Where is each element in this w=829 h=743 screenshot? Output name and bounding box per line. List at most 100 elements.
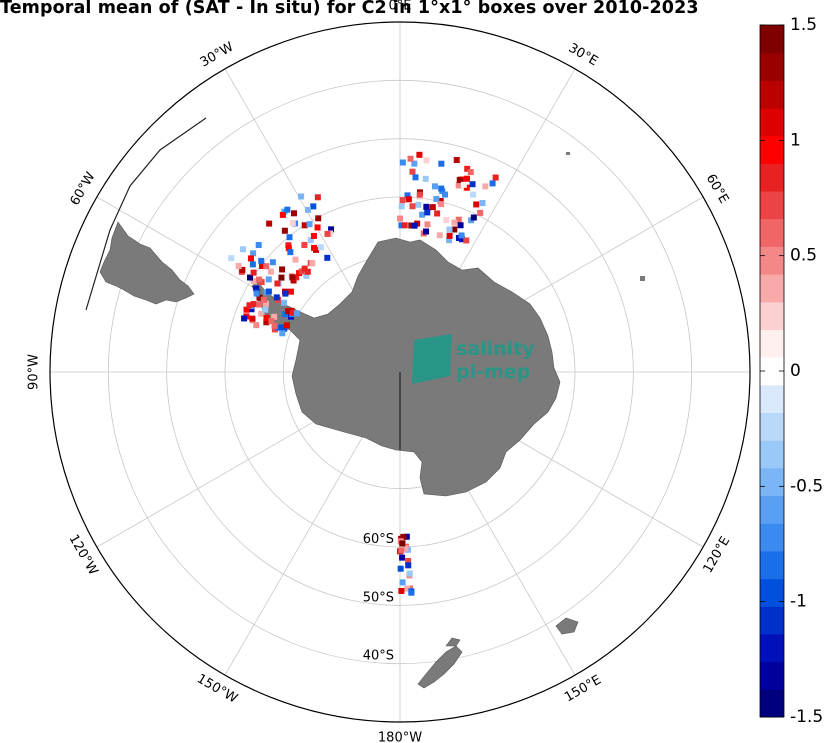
data-cell: [292, 256, 299, 263]
colorbar-segment: [760, 301, 784, 330]
data-cell: [301, 222, 308, 229]
colorbar-segment: [760, 218, 784, 247]
data-cell: [467, 169, 474, 176]
data-cell: [307, 237, 314, 244]
data-cell: [284, 322, 291, 329]
data-cell: [279, 266, 286, 273]
colorbar-segment: [760, 191, 784, 220]
data-cell: [458, 232, 465, 239]
data-cell: [285, 245, 292, 252]
data-cell: [399, 554, 406, 561]
data-cell: [399, 197, 406, 204]
longitude-label: 120°W: [65, 532, 100, 578]
data-cell: [398, 587, 405, 594]
data-cell: [289, 274, 296, 281]
land-masses: [99, 152, 645, 689]
data-cell: [239, 266, 246, 273]
data-cell: [263, 314, 270, 321]
data-cell: [328, 226, 335, 233]
data-cell: [419, 211, 426, 218]
data-cell: [263, 319, 270, 326]
data-cell: [443, 217, 450, 224]
south-georgia-island: [566, 152, 570, 155]
data-cell: [397, 215, 404, 222]
colorbar-segment: [760, 163, 784, 192]
data-cell: [265, 288, 272, 295]
data-cell: [324, 254, 331, 261]
data-cell: [404, 192, 411, 199]
longitude-label: 90°W: [27, 354, 42, 390]
colorbar-segment: [760, 689, 784, 718]
data-cell: [247, 274, 254, 281]
data-cell: [399, 540, 406, 547]
data-cell: [438, 185, 445, 192]
longitude-label: 0°E: [389, 0, 412, 14]
data-cell: [403, 533, 410, 540]
meridian-line: [224, 68, 372, 322]
colorbar-tick-label: 1: [790, 130, 801, 150]
colorbar-segment: [760, 52, 784, 81]
latitude-label: 50°S: [363, 590, 394, 605]
data-cell: [458, 236, 465, 243]
data-cell: [456, 177, 463, 184]
data-cell: [429, 204, 436, 211]
data-cell: [269, 259, 276, 266]
data-cell: [287, 249, 294, 256]
data-cell: [271, 313, 278, 320]
data-cell: [408, 589, 415, 596]
colorbar-segment: [760, 412, 784, 441]
data-cell: [241, 315, 248, 322]
data-cell: [463, 175, 470, 182]
data-cell: [324, 230, 331, 237]
data-cell: [406, 570, 413, 577]
colorbar-segment: [760, 274, 784, 303]
data-cell: [409, 203, 416, 210]
data-cell: [469, 181, 476, 188]
data-cell: [451, 219, 458, 226]
data-cell: [271, 322, 278, 329]
data-cell: [453, 157, 460, 164]
data-cell: [455, 216, 462, 223]
data-cell: [273, 294, 280, 301]
colorbar-tick-label: 1.5: [790, 15, 817, 35]
data-cell: [398, 222, 405, 229]
data-cell: [255, 242, 262, 249]
data-cell: [253, 285, 260, 292]
data-cell: [274, 280, 281, 287]
colorbar-tick-label: -1: [790, 592, 807, 612]
data-cells: [228, 151, 499, 596]
data-cell: [398, 547, 405, 554]
tasmania-land: [555, 617, 579, 635]
data-cell: [451, 226, 458, 233]
data-cell: [239, 246, 246, 253]
colorbar-segment: [760, 661, 784, 690]
meridian-line: [224, 422, 372, 676]
colorbar-segment: [760, 633, 784, 663]
colorbar-segment: [760, 108, 784, 137]
data-cell: [260, 296, 267, 303]
data-cell: [482, 183, 489, 190]
data-cell: [275, 324, 282, 331]
data-cell: [287, 288, 294, 295]
colorbar-tick-label: -1.5: [790, 707, 823, 727]
data-cell: [463, 237, 470, 244]
south-america-land: [99, 221, 195, 305]
latitude-label: 40°S: [363, 649, 394, 664]
data-cell: [442, 191, 449, 198]
map-frame: [49, 21, 751, 723]
data-cell: [397, 565, 404, 572]
data-cell: [424, 221, 431, 228]
data-cell: [247, 255, 254, 262]
data-cell: [437, 197, 444, 204]
data-cell: [263, 263, 270, 270]
data-cell: [282, 290, 289, 297]
data-cell: [278, 324, 285, 331]
data-cell: [411, 222, 418, 229]
data-cell: [271, 326, 278, 333]
data-cell: [446, 237, 453, 244]
data-cell: [405, 196, 412, 203]
data-cell: [438, 201, 445, 208]
data-cell: [407, 155, 414, 162]
data-cell: [310, 203, 317, 210]
